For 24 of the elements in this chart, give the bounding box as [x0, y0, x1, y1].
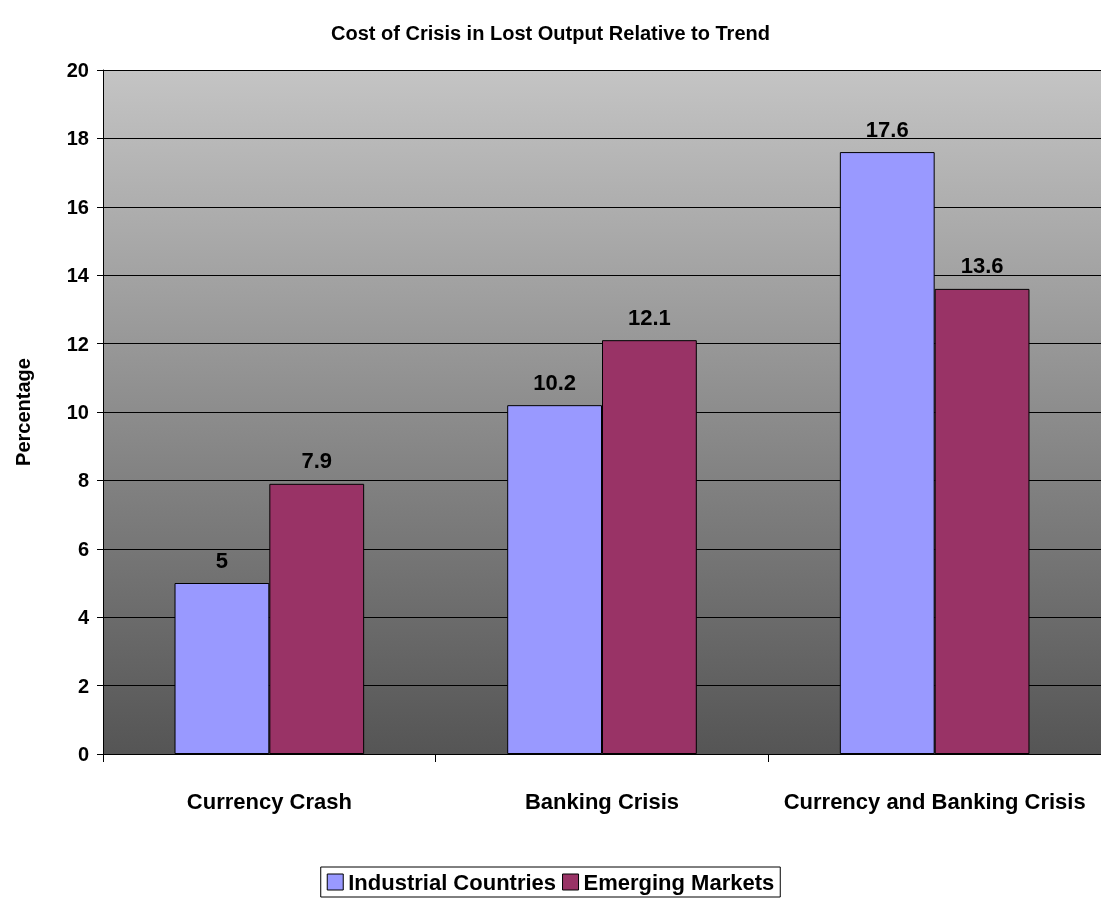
data-label: 5 [215, 547, 229, 573]
data-label: 13.6 [960, 253, 1004, 279]
chart-title: Cost of Crisis in Lost Output Relative to Trend [331, 22, 770, 44]
y-tick-label: 12 [66, 332, 89, 355]
y-tick-label: 14 [66, 264, 90, 287]
x-tick-label: Currency and Banking Crisis [783, 788, 1086, 814]
y-tick-label: 6 [77, 537, 89, 560]
data-label: 7.9 [301, 448, 333, 474]
legend-label: Emerging Markets [583, 869, 775, 895]
y-tick-label: 10 [66, 401, 89, 423]
y-tick-label: 0 [77, 743, 89, 765]
data-label: 10.2 [533, 369, 577, 395]
data-label: 12.1 [627, 304, 671, 330]
legend-label: Industrial Countries [348, 869, 557, 895]
x-tick-label: Banking Crisis [524, 788, 680, 814]
y-tick-label: 18 [66, 127, 89, 150]
y-tick-label: 16 [66, 195, 89, 218]
y-tick-label: 4 [77, 606, 90, 629]
y-axis-title: Percentage [12, 358, 34, 466]
y-tick-label: 2 [77, 674, 89, 697]
y-tick-label: 8 [77, 469, 89, 492]
x-tick-label: Currency Crash [186, 788, 352, 814]
data-label: 17.6 [865, 116, 909, 142]
y-tick-label: 20 [66, 59, 89, 81]
